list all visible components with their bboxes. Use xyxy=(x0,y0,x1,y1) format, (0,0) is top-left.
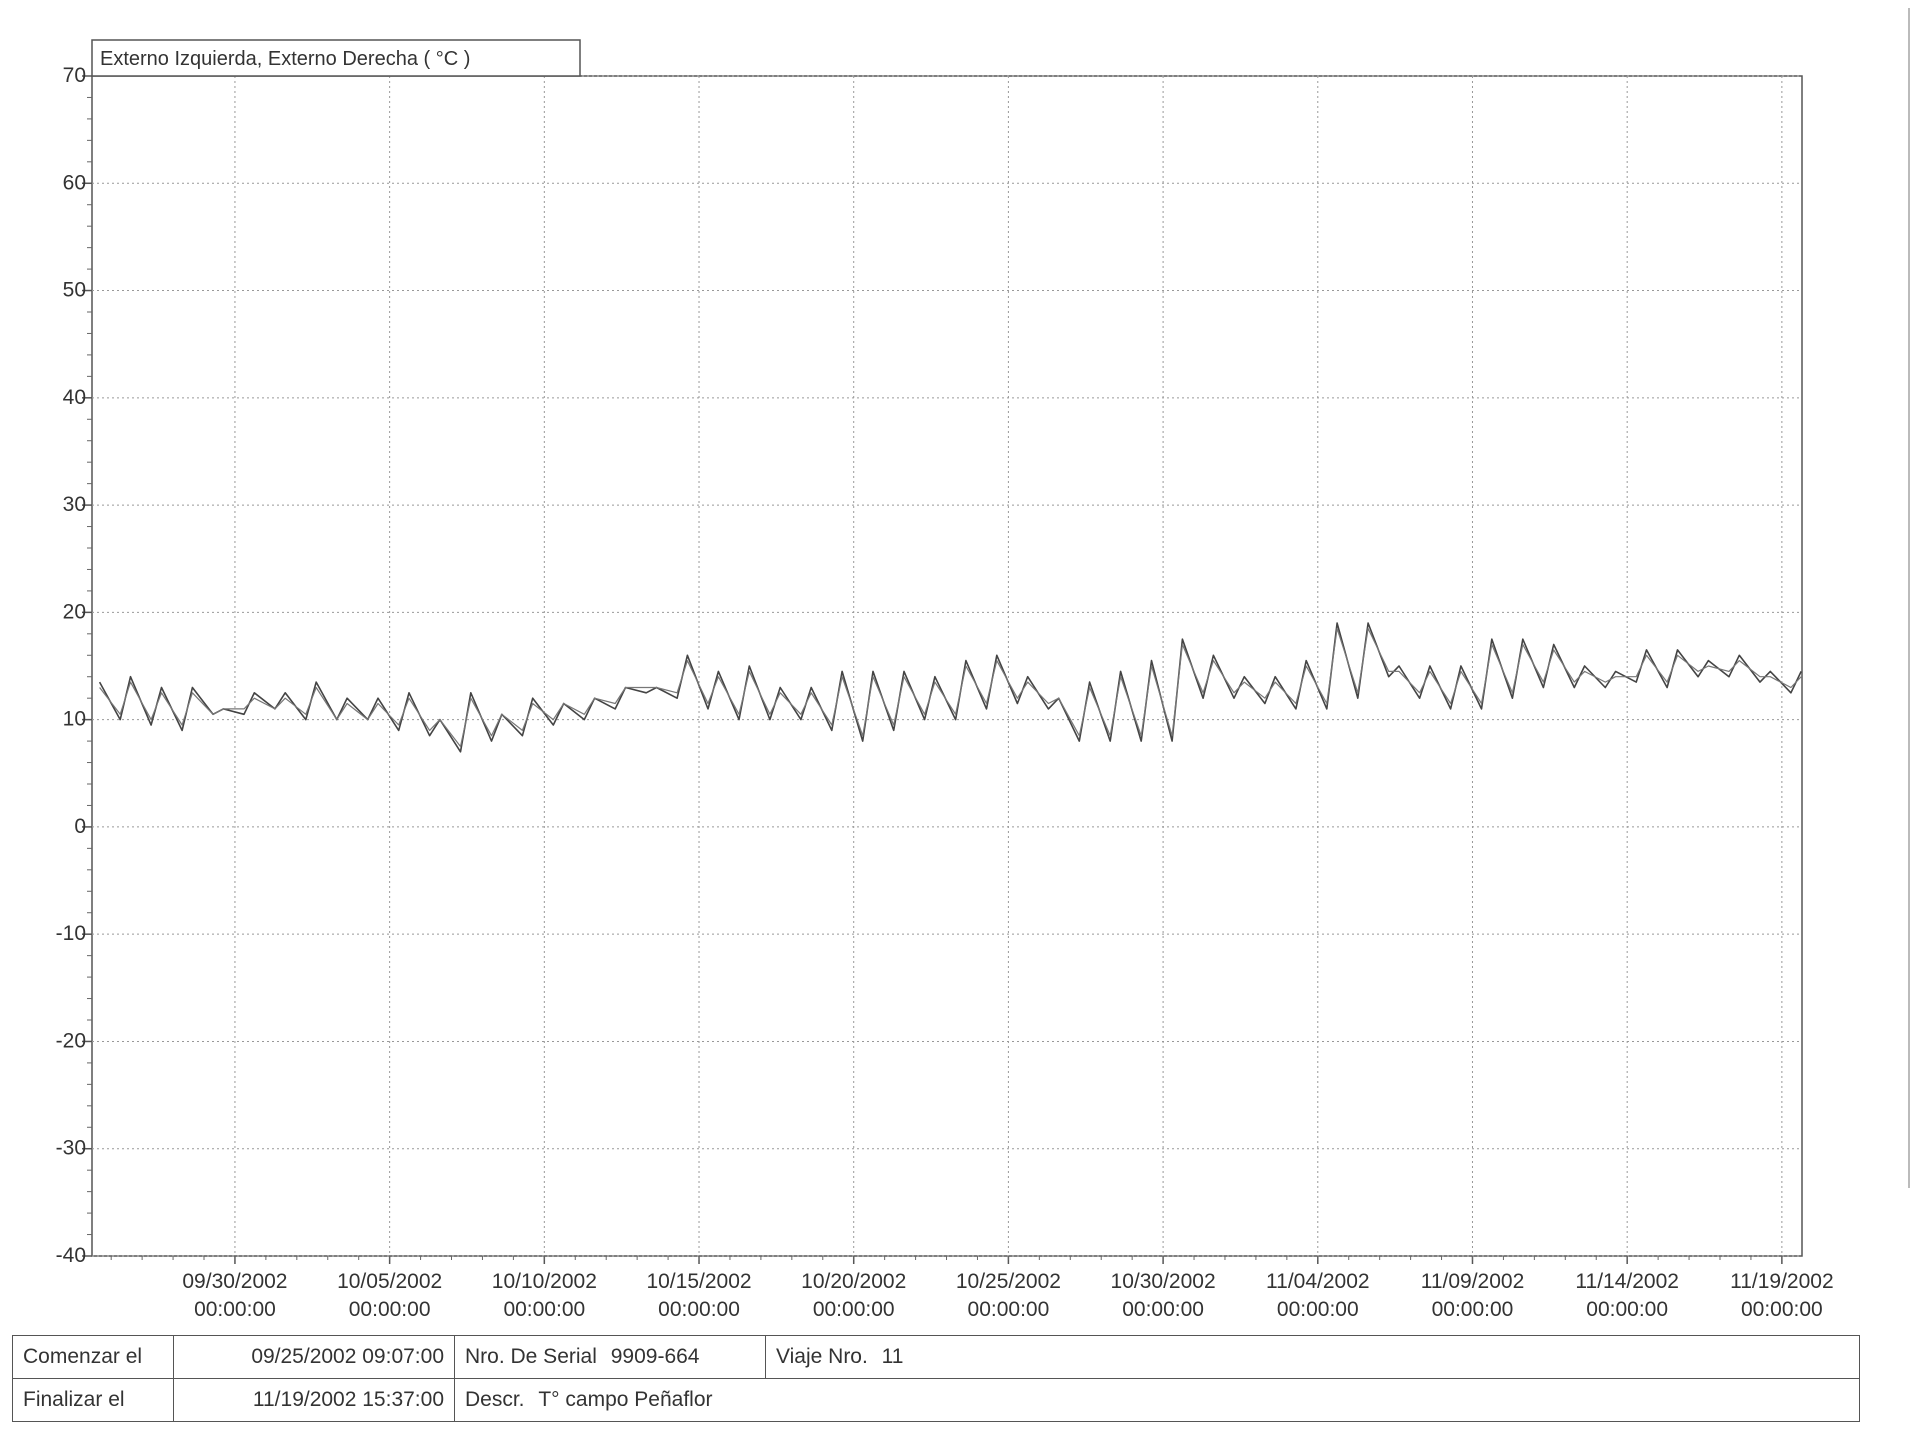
y-tick-label: 10 xyxy=(63,708,86,731)
y-tick-label: 20 xyxy=(63,600,86,623)
serial-label: Nro. De Serial xyxy=(465,1345,597,1368)
y-tick-label: 40 xyxy=(63,386,86,409)
series-line-externo-derecha xyxy=(99,627,1802,748)
y-tick-label: 60 xyxy=(63,171,86,194)
legend-box: Externo Izquierda, Externo Derecha ( °C … xyxy=(91,39,581,77)
y-tick-label: -10 xyxy=(56,922,86,945)
x-tick-label-date: 09/30/2002 xyxy=(182,1270,287,1293)
x-tick-label-date: 11/04/2002 xyxy=(1266,1270,1370,1293)
descr-label: Descr. xyxy=(465,1388,525,1411)
x-tick-label-time: 00:00:00 xyxy=(658,1298,740,1321)
x-tick-label-date: 11/14/2002 xyxy=(1575,1270,1679,1293)
x-tick-label-time: 00:00:00 xyxy=(194,1298,276,1321)
info-row-start: Comenzar el 09/25/2002 09:07:00 Nro. De … xyxy=(12,1335,1860,1379)
x-tick-label-time: 00:00:00 xyxy=(813,1298,895,1321)
end-label: Finalizar el xyxy=(12,1378,174,1422)
y-gridlines xyxy=(82,75,1802,1257)
start-value: 09/25/2002 09:07:00 xyxy=(173,1335,455,1379)
x-gridlines xyxy=(110,76,1783,1264)
chart-title: Externo Izquierda, Externo Derecha ( °C … xyxy=(100,48,470,70)
x-axis-tick-labels: 09/30/2002 00:00:00 10/05/2002 00:00:00 10/1… xyxy=(182,1270,1833,1321)
x-tick-label-date: 10/15/2002 xyxy=(646,1270,751,1293)
x-tick-label-time: 00:00:00 xyxy=(1586,1298,1668,1321)
info-table: Comenzar el 09/25/2002 09:07:00 Nro. De … xyxy=(12,1335,1860,1422)
end-value: 11/19/2002 15:37:00 xyxy=(173,1378,455,1422)
y-tick-label: -20 xyxy=(56,1029,86,1052)
x-tick-label-time: 00:00:00 xyxy=(1741,1298,1823,1321)
x-tick-label-date: 11/19/2002 xyxy=(1730,1270,1834,1293)
y-minor-ticks xyxy=(87,96,92,1236)
descr-value: T° campo Peñaflor xyxy=(538,1388,713,1411)
legend-frame xyxy=(91,39,581,77)
descr-cell: Descr. T° campo Peñaflor xyxy=(454,1378,1860,1422)
x-tick-label-time: 00:00:00 xyxy=(1277,1298,1359,1321)
trip-value: 11 xyxy=(881,1345,904,1368)
x-tick-label-time: 00:00:00 xyxy=(503,1298,585,1321)
temperature-chart: 70 60 50 40 30 20 10 0 -10 -20 -30 -40 09/30/2002 00… xyxy=(56,39,1834,1321)
trip-cell: Viaje Nro. 11 xyxy=(765,1335,1860,1379)
y-tick-label: 0 xyxy=(74,815,86,838)
y-tick-label: 50 xyxy=(63,279,86,302)
x-tick-label-time: 00:00:00 xyxy=(1432,1298,1514,1321)
y-tick-label: -30 xyxy=(56,1137,86,1160)
x-tick-label-time: 00:00:00 xyxy=(1122,1298,1204,1321)
y-axis-tick-labels: 70 60 50 40 30 20 10 0 -10 -20 -30 -40 xyxy=(56,64,86,1267)
x-tick-label-time: 00:00:00 xyxy=(349,1298,431,1321)
page-edge-right xyxy=(1908,8,1910,1188)
serial-value: 9909-664 xyxy=(610,1345,700,1368)
x-tick-label-date: 10/10/2002 xyxy=(492,1270,597,1293)
x-tick-label-date: 10/05/2002 xyxy=(337,1270,442,1293)
series-line-externo-izquierda xyxy=(98,622,1802,753)
x-tick-label-date: 10/25/2002 xyxy=(956,1270,1061,1293)
x-tick-label-date: 10/30/2002 xyxy=(1111,1270,1216,1293)
info-row-end: Finalizar el 11/19/2002 15:37:00 Descr. … xyxy=(12,1378,1860,1422)
plot-area-frame xyxy=(91,75,1803,1257)
x-tick-label-time: 00:00:00 xyxy=(968,1298,1050,1321)
x-tick-label-date: 10/20/2002 xyxy=(801,1270,906,1293)
serial-cell: Nro. De Serial 9909-664 xyxy=(454,1335,766,1379)
y-tick-label: 30 xyxy=(63,493,86,516)
x-tick-label-date: 11/09/2002 xyxy=(1421,1270,1525,1293)
y-tick-label: -40 xyxy=(56,1244,86,1267)
series-lines xyxy=(98,622,1802,753)
trip-label: Viaje Nro. xyxy=(776,1345,868,1368)
start-label: Comenzar el xyxy=(12,1335,174,1379)
y-tick-label: 70 xyxy=(63,64,86,87)
